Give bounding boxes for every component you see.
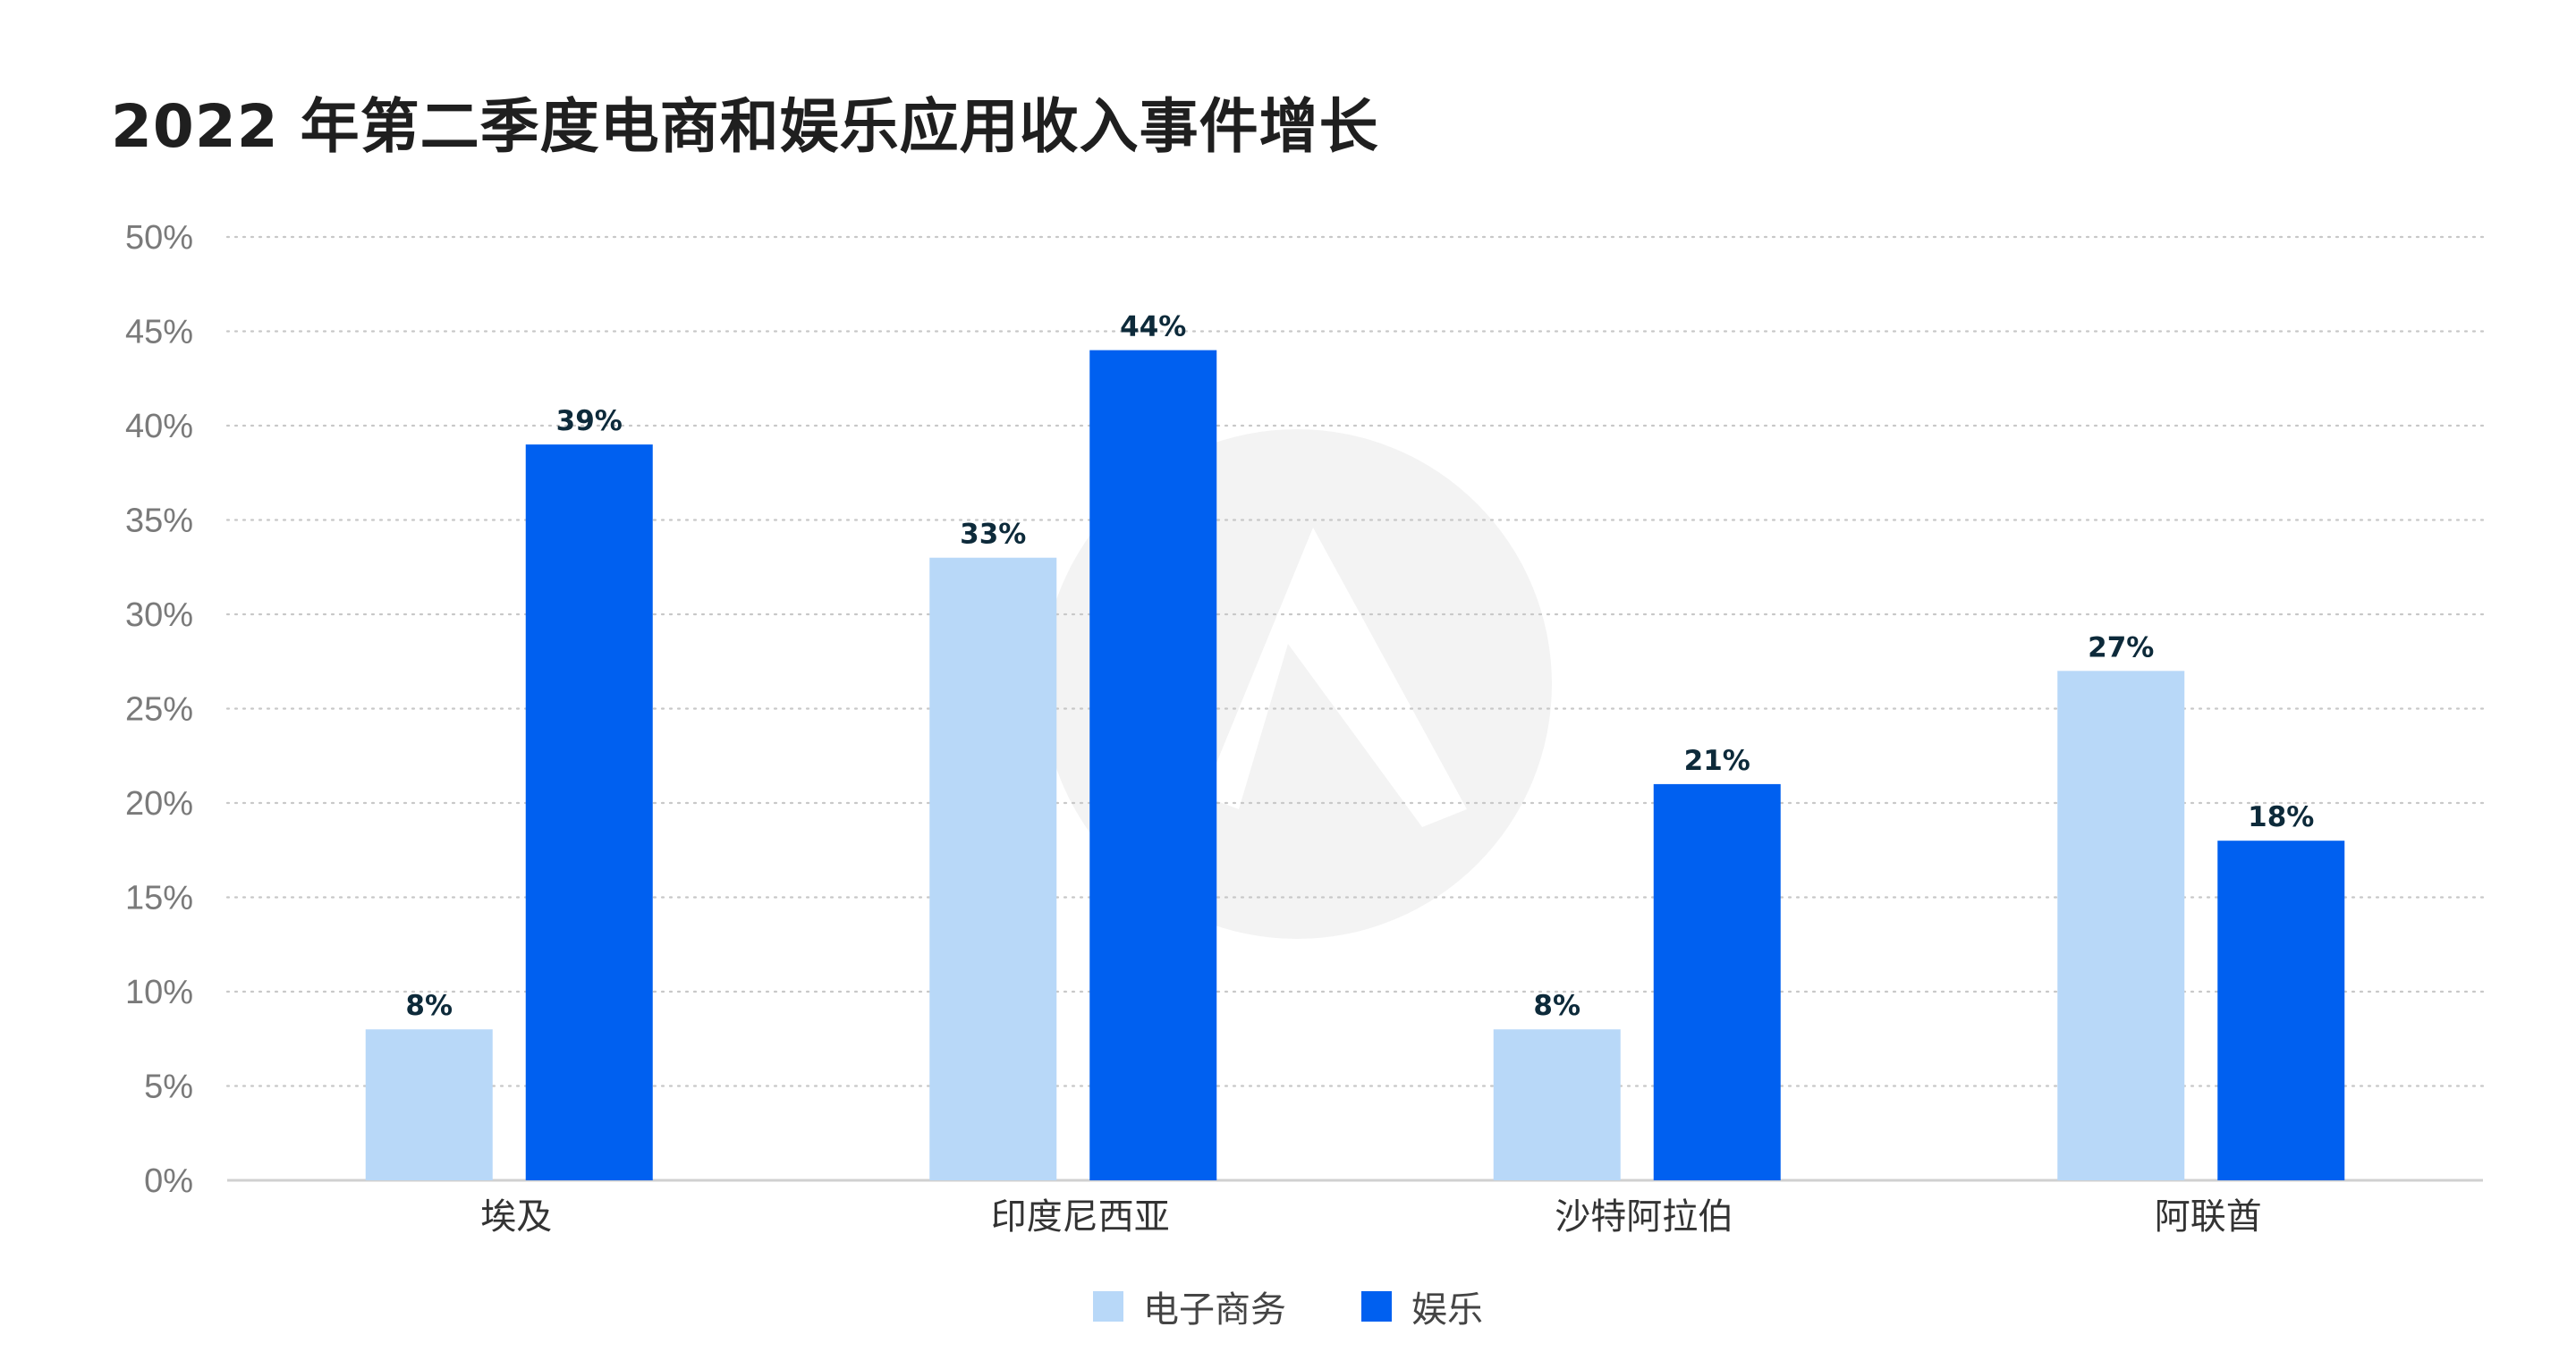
bar <box>1653 783 1781 1180</box>
bar <box>1089 350 1217 1181</box>
data-label: 27% <box>2088 631 2154 663</box>
legend-swatch-entertainment <box>1361 1291 1392 1322</box>
y-tick-label: 35% <box>125 503 193 540</box>
y-tick-label: 25% <box>125 691 193 729</box>
legend-label-ecommerce: 电子商务 <box>1143 1289 1286 1331</box>
bar <box>1493 1029 1621 1180</box>
data-label: 8% <box>405 990 453 1022</box>
y-tick-label: 30% <box>125 596 193 634</box>
y-tick-label: 45% <box>125 314 193 351</box>
legend-swatch-ecommerce <box>1093 1291 1123 1322</box>
legend-label-entertainment: 娱乐 <box>1411 1289 1483 1331</box>
y-tick-label: 50% <box>125 219 193 257</box>
y-tick-label: 15% <box>125 880 193 917</box>
data-label: 39% <box>556 405 623 437</box>
y-tick-label: 0% <box>144 1162 193 1200</box>
bar <box>525 444 653 1181</box>
x-category-label: 印度尼西亚 <box>991 1196 1170 1238</box>
data-label: 18% <box>2248 801 2314 833</box>
x-category-label: 沙特阿拉伯 <box>1555 1196 1733 1238</box>
legend-item-entertainment: 娱乐 <box>1361 1280 1483 1332</box>
x-category-label: 埃及 <box>480 1196 552 1238</box>
legend: 电子商务 娱乐 <box>0 1280 2576 1332</box>
y-tick-label: 20% <box>125 785 193 823</box>
data-label: 33% <box>960 519 1026 551</box>
legend-item-ecommerce: 电子商务 <box>1093 1280 1286 1332</box>
y-tick-label: 10% <box>125 974 193 1011</box>
y-tick-label: 40% <box>125 408 193 445</box>
chart-title: 2022 年第二季度电商和娱乐应用收入事件增长 <box>111 92 1379 161</box>
data-label: 44% <box>1120 311 1186 343</box>
data-label: 8% <box>1533 990 1580 1022</box>
bar <box>2217 841 2345 1180</box>
y-tick-label: 5% <box>144 1069 193 1106</box>
bar <box>2057 671 2185 1180</box>
x-category-label: 阿联酋 <box>2155 1196 2262 1238</box>
bar <box>365 1029 493 1180</box>
bar <box>929 557 1057 1180</box>
data-label: 21% <box>1684 745 1750 777</box>
